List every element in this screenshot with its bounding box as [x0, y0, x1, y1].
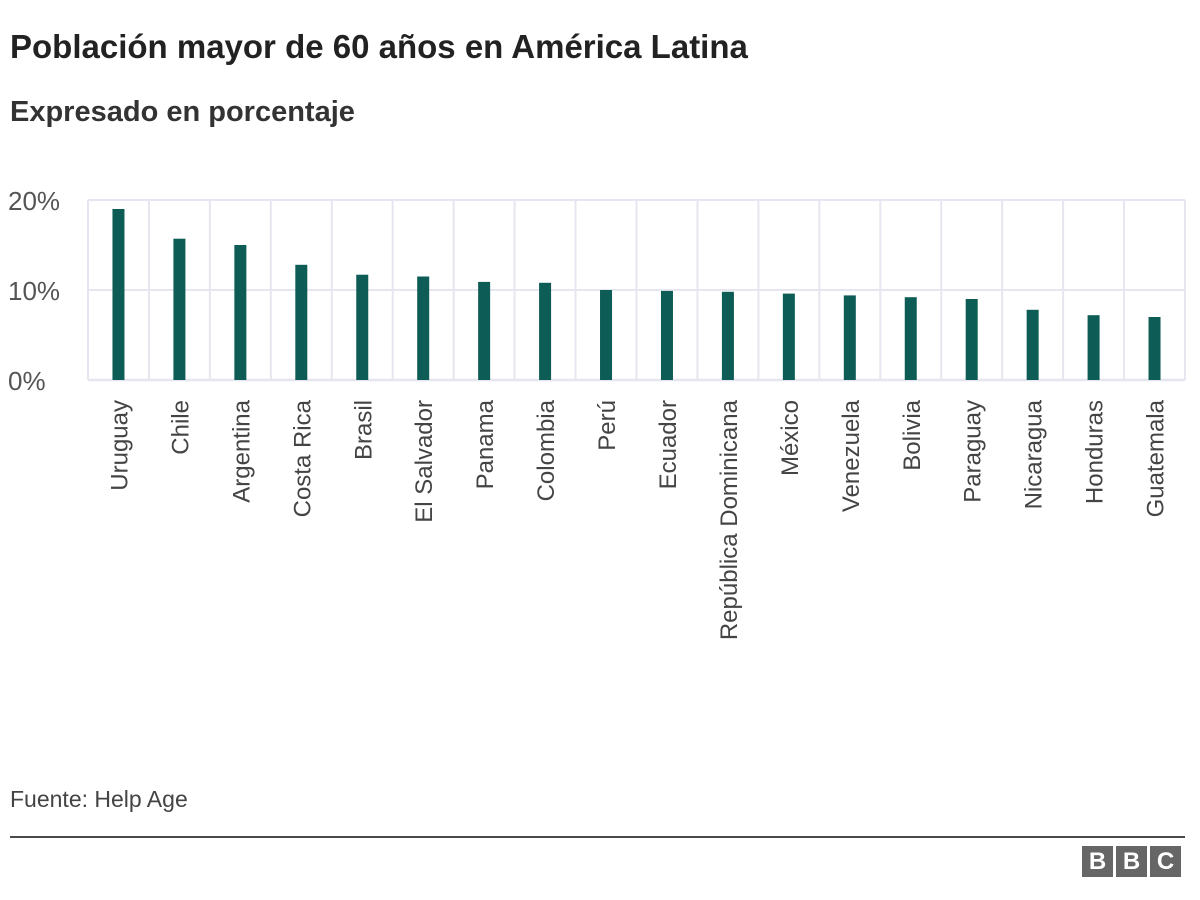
bar-paraguay [965, 299, 978, 380]
x-tick-label: Costa Rica [289, 399, 316, 517]
source-note: Fuente: Help Age [10, 786, 188, 812]
bar-panama [478, 281, 491, 380]
x-tick-label: República Dominicana [716, 399, 743, 640]
x-axis-labels: Uruguay Chile Argentina Costa Rica Brasil El … [106, 399, 1169, 640]
x-tick-label: Chile [167, 400, 194, 455]
x-tick-label: Argentina [228, 399, 255, 502]
x-tick-label: Colombia [533, 399, 560, 501]
x-tick-label: Bolivia [899, 399, 926, 470]
bbc-logo: B B C [1082, 846, 1181, 877]
x-tick-label: Panama [472, 399, 499, 489]
bbc-logo-letter: B [1116, 846, 1147, 877]
y-tick-label: 0% [8, 366, 46, 396]
bar-méxico [782, 293, 795, 380]
x-tick-label: Venezuela [838, 399, 865, 512]
x-tick-label: México [777, 400, 804, 476]
bar-bolivia [904, 297, 917, 380]
bbc-logo-letter: C [1150, 846, 1181, 877]
x-tick-label: Nicaragua [1021, 399, 1048, 509]
chart-title: Población mayor de 60 años en América La… [10, 28, 748, 65]
bar-chart: 0% 10% 20% Uruguay Chile Argentina Costa Rica… [8, 186, 1186, 640]
bar-el-salvador [417, 276, 430, 380]
x-tick-label: Uruguay [106, 400, 133, 491]
chart-subtitle: Expresado en porcentaje [10, 96, 355, 128]
x-tick-label: El Salvador [411, 400, 438, 523]
y-axis-ticks: 0% 10% 20% [8, 186, 60, 396]
bar-uruguay [112, 209, 125, 380]
bar-venezuela [843, 295, 856, 380]
bar-costa-rica [295, 264, 308, 380]
bars [112, 209, 1161, 380]
x-tick-label: Guatemala [1143, 399, 1170, 517]
bar-honduras [1087, 315, 1100, 380]
bar-brasil [356, 274, 369, 380]
x-tick-label: Ecuador [655, 400, 682, 489]
y-tick-label: 20% [8, 186, 60, 216]
bar-nicaragua [1026, 309, 1039, 380]
bar-argentina [234, 245, 247, 380]
grid-layer [87, 199, 1186, 382]
bar-ecuador [660, 290, 673, 380]
x-tick-label: Honduras [1082, 400, 1109, 504]
bar-república-dominicana [721, 291, 734, 380]
footer-divider [10, 836, 1185, 838]
bar-chile [173, 238, 186, 380]
x-tick-label: Paraguay [960, 400, 987, 503]
x-tick-label: Perú [594, 400, 621, 451]
bbc-logo-letter: B [1082, 846, 1113, 877]
y-tick-label: 10% [8, 276, 60, 306]
bar-guatemala [1148, 317, 1161, 380]
bar-colombia [539, 282, 552, 380]
bar-perú [600, 290, 613, 380]
x-tick-label: Brasil [350, 400, 377, 460]
